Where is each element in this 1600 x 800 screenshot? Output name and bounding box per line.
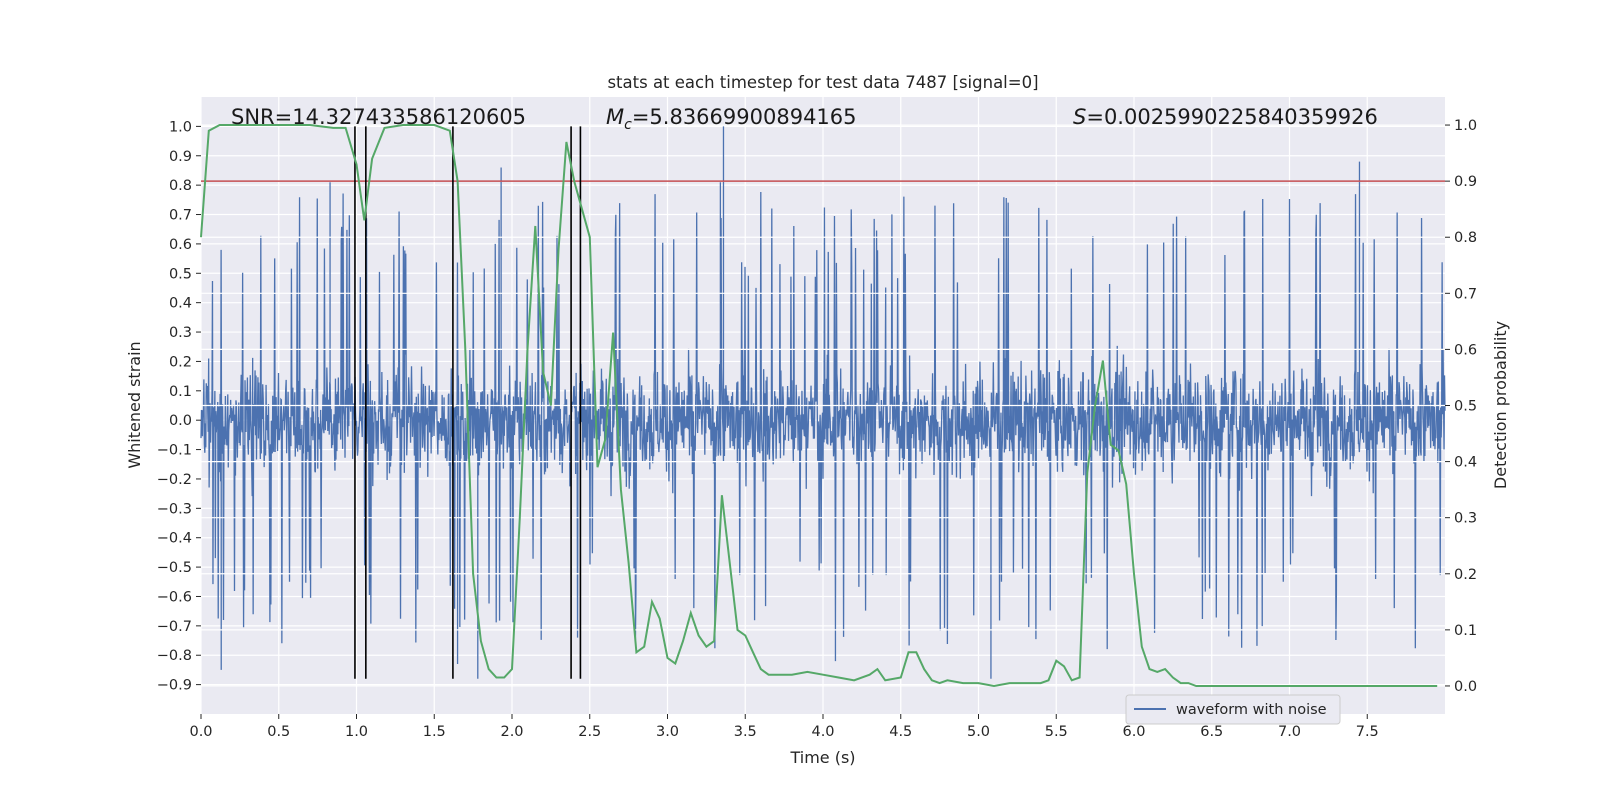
x-axis-label: Time (s)	[789, 748, 855, 767]
y-left-tick-label: −0.8	[157, 648, 192, 664]
y-left-tick-label: −0.2	[157, 472, 192, 488]
y-left-tick-label: 0.0	[169, 413, 192, 429]
overlay-lines	[201, 124, 1445, 687]
y-left-tick-label: −0.9	[157, 678, 192, 694]
y-right-tick-label: 0.9	[1454, 174, 1477, 190]
x-tick-label: 1.5	[423, 724, 446, 740]
y-left-tick-label: −0.6	[157, 589, 192, 605]
x-tick-label: 7.0	[1278, 724, 1301, 740]
x-tick-label: 3.5	[734, 724, 757, 740]
y-left-tick-label: −0.4	[157, 531, 192, 547]
x-tick-label: 3.0	[656, 724, 679, 740]
y-axis-label-left: Whitened strain	[125, 341, 144, 468]
y-right-tick-label: 0.4	[1454, 455, 1477, 471]
x-tick-label: 4.5	[889, 724, 912, 740]
y-left-tick-label: −0.1	[157, 443, 192, 459]
y-left-tick-label: 0.3	[169, 325, 192, 341]
x-tick-label: 6.0	[1122, 724, 1145, 740]
y-right-tick-label: 0.5	[1454, 399, 1477, 415]
y-left-tick-label: 0.7	[169, 208, 192, 224]
y-left-tick-label: −0.7	[157, 619, 192, 635]
y-left-tick-label: 0.6	[169, 237, 192, 253]
x-tick-label: 0.5	[267, 724, 290, 740]
y-right-tick-label: 1.0	[1454, 118, 1477, 134]
x-tick-label: 7.5	[1356, 724, 1379, 740]
y-right-tick-label: 0.1	[1454, 623, 1477, 639]
y-axis-label-right: Detection probability	[1491, 321, 1510, 489]
chart-title: stats at each timestep for test data 748…	[607, 73, 1038, 92]
x-tick-label: 0.0	[189, 724, 212, 740]
legend-label: waveform with noise	[1176, 702, 1327, 718]
y-left-tick-label: 0.8	[169, 178, 192, 194]
chirp-mass-symbol: M	[606, 105, 624, 129]
s-statistic-annotation: S=0.0025990225840359926	[1073, 105, 1378, 129]
y-right-tick-label: 0.8	[1454, 230, 1477, 246]
y-left-tick-label: 1.0	[169, 119, 192, 135]
s-symbol: S	[1073, 105, 1086, 129]
y-right-tick-label: 0.6	[1454, 342, 1477, 358]
chirp-mass-annotation: Mc=5.83669900894165	[606, 105, 857, 133]
y-left-tick-label: 0.5	[169, 266, 192, 282]
x-tick-label: 1.0	[345, 724, 368, 740]
probability-series	[200, 124, 1438, 688]
x-tick-label: 6.5	[1200, 724, 1223, 740]
x-tick-label: 4.0	[811, 724, 834, 740]
tick-labels: 0.0 0.5 1.0 1.5 2.0 2.5 3.0 3.5 4.0 4.5 5.0 5.5 6.0 6…	[157, 118, 1477, 740]
x-tick-label: 5.0	[967, 724, 990, 740]
legend: waveform with noise	[1125, 694, 1341, 725]
legend-box	[1125, 694, 1341, 725]
x-tick-label: 2.0	[500, 724, 523, 740]
y-left-tick-label: −0.3	[157, 501, 192, 517]
s-value: =0.0025990225840359926	[1086, 105, 1378, 129]
chirp-mass-subscript: c	[624, 117, 632, 133]
y-right-tick-label: 0.0	[1454, 679, 1477, 695]
y-right-tick-label: 0.3	[1454, 511, 1477, 527]
chirp-mass-value: =5.83669900894165	[632, 105, 857, 129]
x-tick-label: 2.5	[578, 724, 601, 740]
y-right-tick-label: 0.2	[1454, 567, 1477, 583]
y-left-tick-label: 0.9	[169, 149, 192, 165]
probability-line	[200, 124, 1438, 688]
y-left-tick-label: 0.1	[169, 384, 192, 400]
y-left-tick-label: 0.2	[169, 354, 192, 370]
x-tick-label: 5.5	[1045, 724, 1068, 740]
y-right-tick-label: 0.7	[1454, 286, 1477, 302]
y-left-tick-label: 0.4	[169, 296, 192, 312]
snr-annotation: SNR=14.327433586120605	[231, 105, 526, 129]
y-left-tick-label: −0.5	[157, 560, 192, 576]
